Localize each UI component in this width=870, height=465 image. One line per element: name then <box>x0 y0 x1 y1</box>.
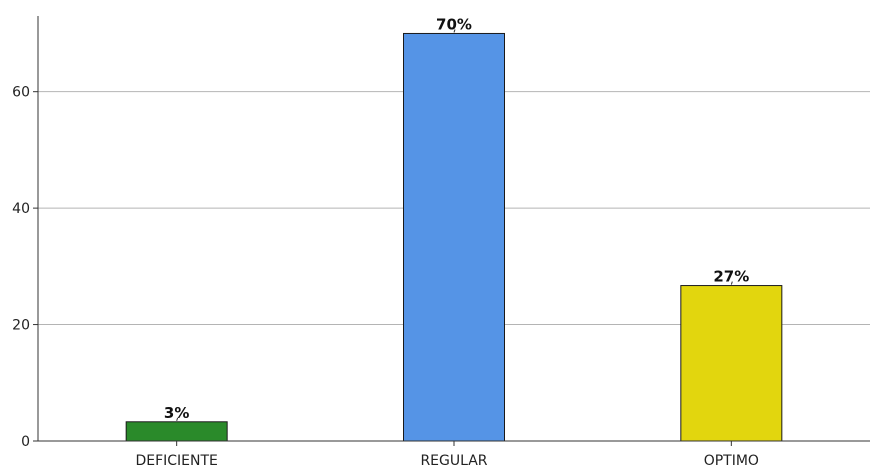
data-label-leader <box>176 417 179 421</box>
y-tick-label: 20 <box>12 318 30 334</box>
y-tick-label: 60 <box>12 85 30 101</box>
data-label-leader <box>730 281 733 285</box>
x-tick-label: REGULAR <box>420 453 487 465</box>
data-label: 70% <box>436 15 472 33</box>
data-label: 3% <box>164 404 189 422</box>
y-tick-label: 0 <box>21 434 30 450</box>
bar-regular <box>403 32 505 442</box>
bars <box>125 32 783 442</box>
data-label: 27% <box>713 268 749 286</box>
bar-optimo <box>680 285 783 442</box>
data-label-leader <box>453 29 456 33</box>
y-tick-label: 40 <box>12 201 30 217</box>
x-tick-label: OPTIMO <box>704 453 759 465</box>
axes: 0 20 40 60 DEFICIENTE REGULAR OPTIMO <box>12 16 870 465</box>
data-labels: 3% 70% 27% <box>164 15 749 421</box>
x-tick-label: DEFICIENTE <box>135 453 217 465</box>
bar-deficiente <box>125 421 228 442</box>
